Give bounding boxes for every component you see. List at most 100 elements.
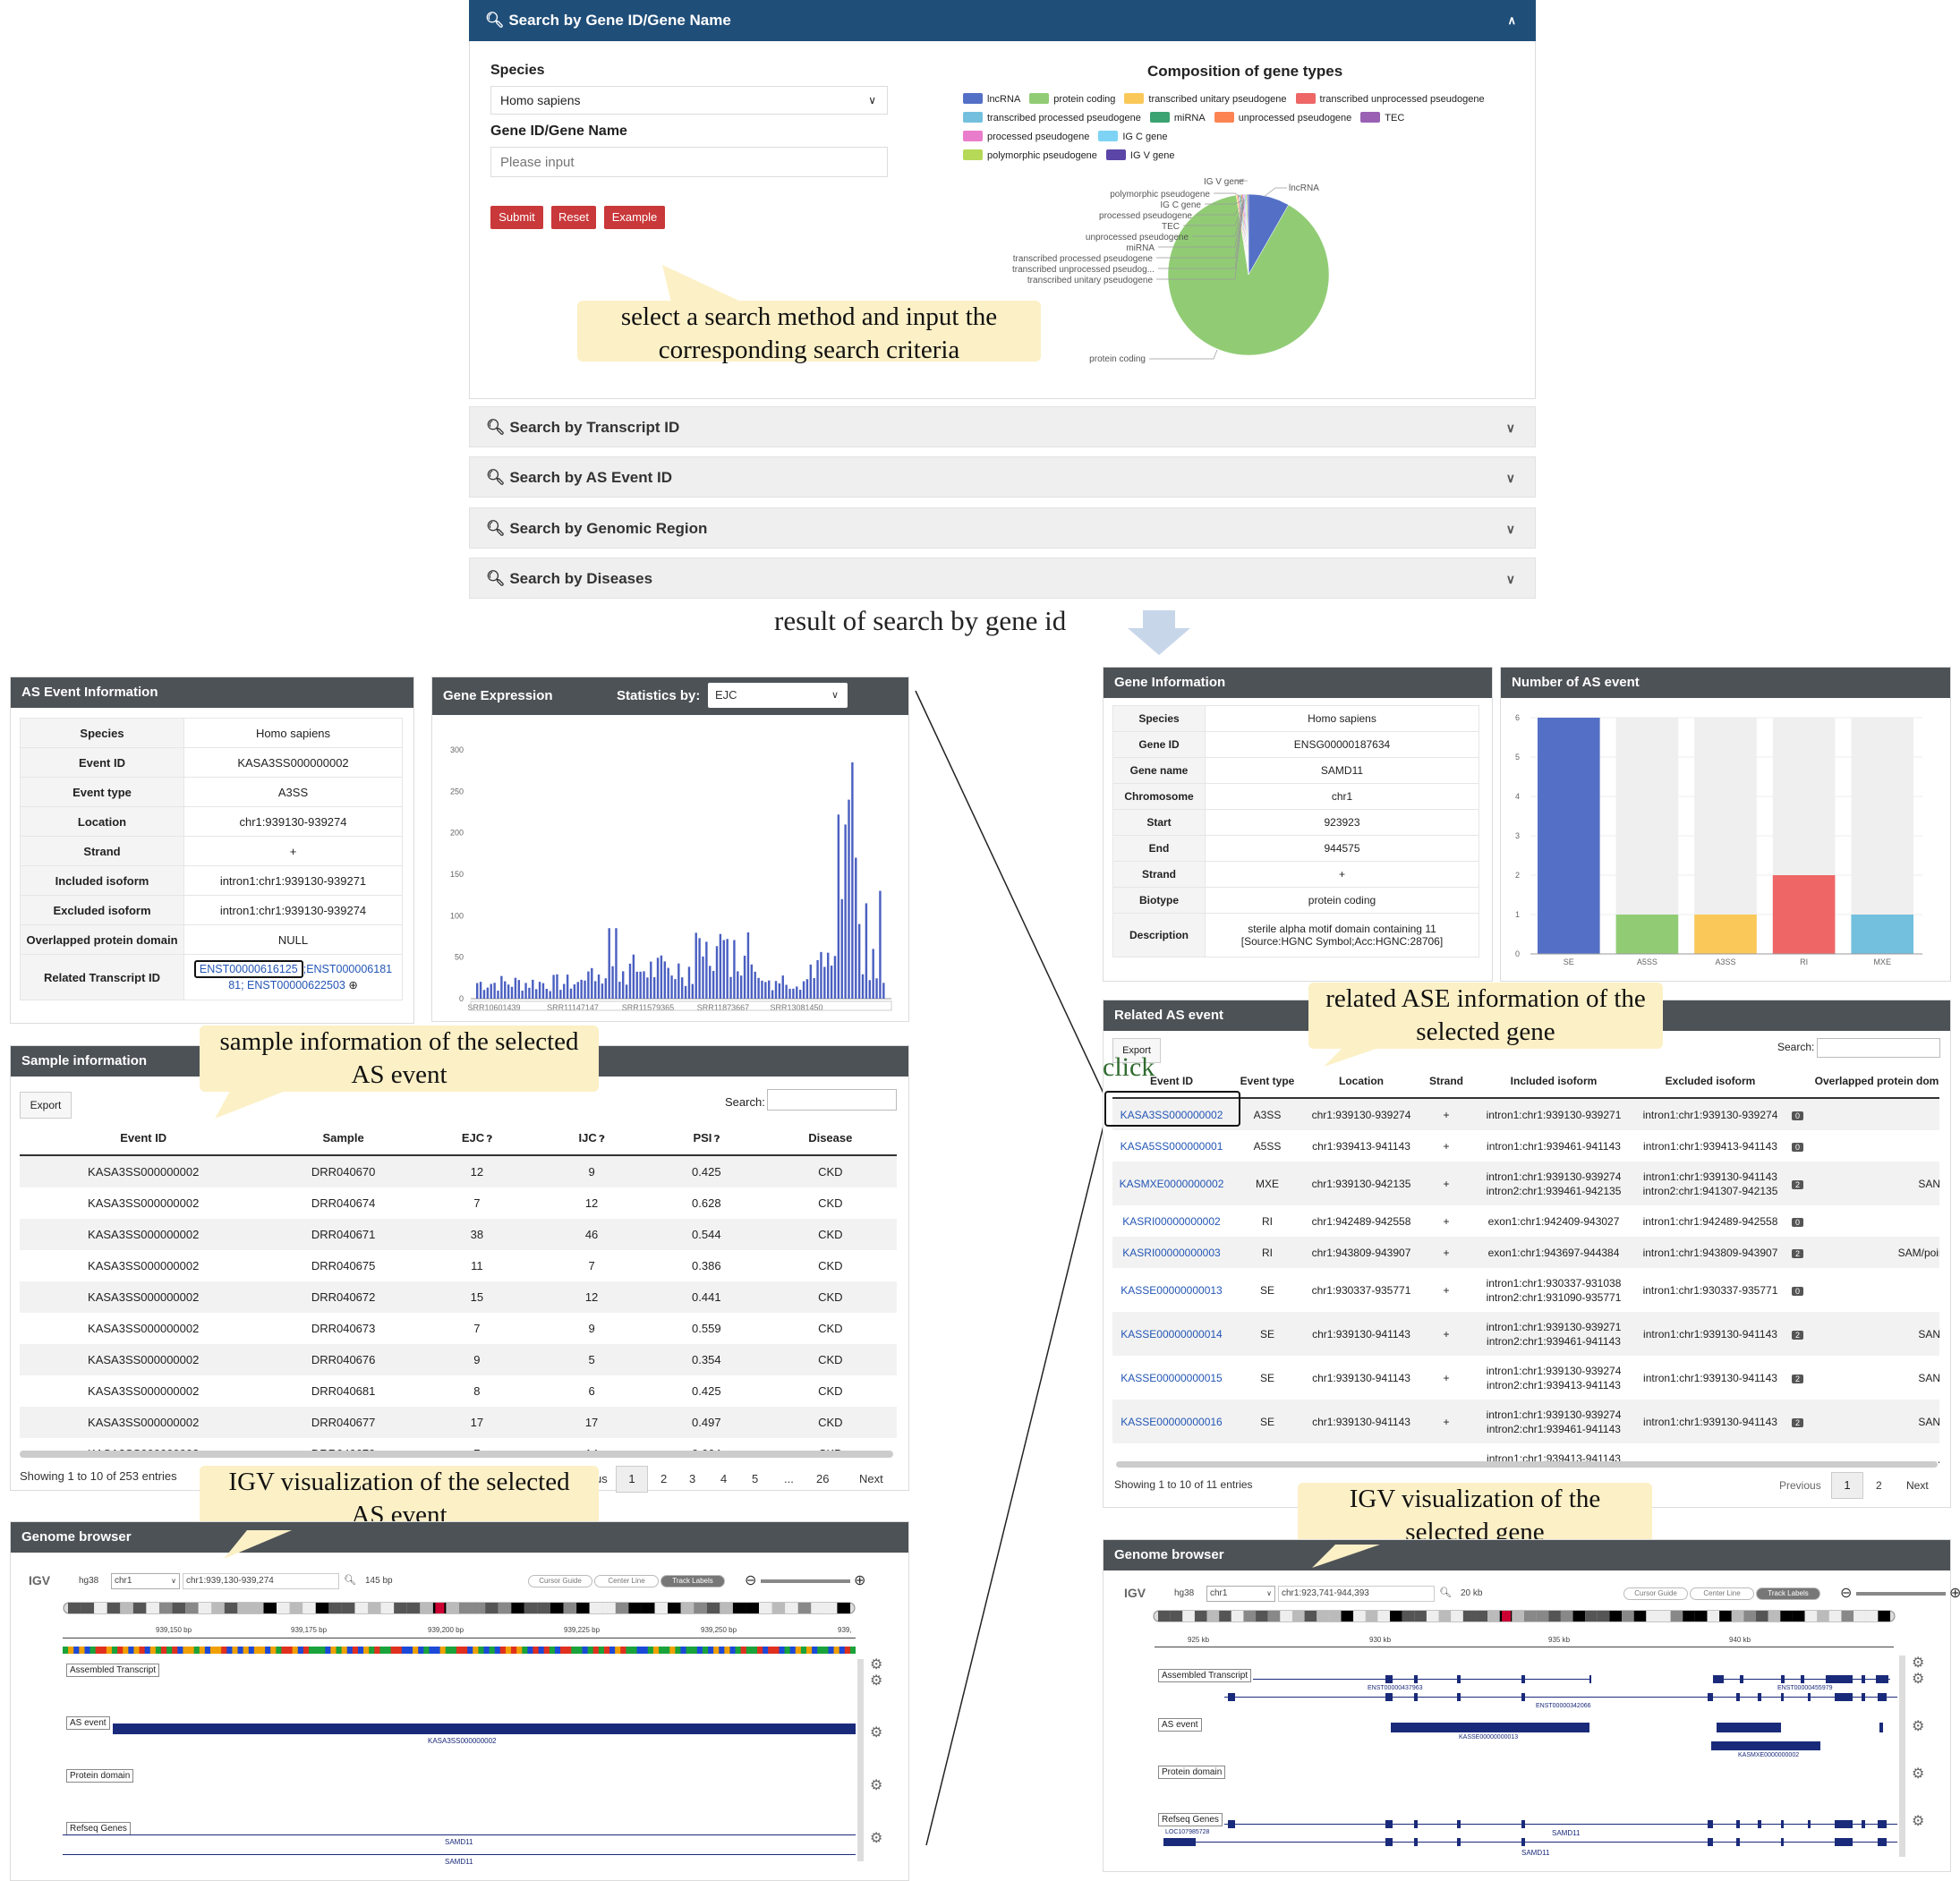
page-button[interactable]: 26 xyxy=(816,1472,830,1485)
domain-count-badge[interactable]: 2 xyxy=(1792,1417,1804,1427)
expression-bar[interactable] xyxy=(768,980,771,999)
bar-se[interactable] xyxy=(1538,718,1600,954)
event-id-link[interactable]: KASSE00000000015 xyxy=(1121,1371,1223,1384)
expression-bar[interactable] xyxy=(628,963,632,999)
expression-bar[interactable] xyxy=(798,990,802,999)
expression-bar[interactable] xyxy=(573,984,576,999)
expression-bar[interactable] xyxy=(563,983,566,999)
expression-bar[interactable] xyxy=(556,974,558,999)
expression-bar[interactable] xyxy=(507,984,510,999)
bar-a3ss[interactable] xyxy=(1694,915,1757,954)
expression-bar[interactable] xyxy=(788,988,791,999)
expression-bar[interactable] xyxy=(569,988,573,999)
expression-bar[interactable] xyxy=(729,976,732,999)
expression-bar[interactable] xyxy=(667,967,669,999)
legend-item[interactable]: TEC xyxy=(1360,112,1404,123)
gear-icon[interactable]: ⚙ xyxy=(1912,1672,1925,1687)
transcript-link[interactable]: ; ENST00000622503 xyxy=(241,979,345,992)
legend-item[interactable]: transcribed unitary pseudogene xyxy=(1124,93,1287,105)
gene-feature[interactable] xyxy=(1163,1842,1897,1843)
expression-bar[interactable] xyxy=(482,990,486,999)
sample-scrollbar[interactable] xyxy=(20,1451,893,1458)
expression-bar[interactable] xyxy=(681,977,684,999)
expression-bar[interactable] xyxy=(872,949,874,999)
column-header[interactable]: Excluded isoform xyxy=(1633,1065,1787,1099)
event-id-link[interactable]: KASSE00000000013 xyxy=(1121,1283,1223,1297)
expression-bar[interactable] xyxy=(702,956,704,999)
ideogram-left[interactable] xyxy=(63,1602,856,1614)
transcript-link[interactable]: ENST00000616125 xyxy=(193,960,303,978)
column-header[interactable]: IJC ❓︎ xyxy=(534,1120,650,1156)
gene-feature[interactable] xyxy=(63,1834,856,1835)
expression-bar[interactable] xyxy=(865,903,868,999)
page-button[interactable]: 4 xyxy=(720,1472,728,1485)
expression-bar[interactable] xyxy=(857,923,861,999)
accordion-diseases[interactable]: 🔍︎ Search by Diseases ∨ xyxy=(469,557,1536,599)
expression-bar[interactable] xyxy=(750,964,754,999)
expression-bar[interactable] xyxy=(552,975,555,999)
domain-count-badge[interactable]: 2 xyxy=(1792,1179,1804,1189)
accordion-transcript-id[interactable]: 🔍︎ Search by Transcript ID ∨ xyxy=(469,406,1536,447)
expression-bar[interactable] xyxy=(809,964,813,999)
expression-bar[interactable] xyxy=(650,961,652,999)
expression-bar[interactable] xyxy=(625,984,628,999)
expression-bar[interactable] xyxy=(695,932,697,999)
expression-bar[interactable] xyxy=(771,990,774,999)
expression-bar[interactable] xyxy=(805,979,809,999)
bar-a5ss[interactable] xyxy=(1615,915,1679,954)
gene-input[interactable] xyxy=(490,147,888,177)
expression-bar[interactable] xyxy=(587,971,590,999)
expression-bar[interactable] xyxy=(719,933,722,999)
event-id-link[interactable]: KASRI00000000002 xyxy=(1122,1214,1221,1228)
legend-item[interactable]: IG V gene xyxy=(1105,149,1174,161)
expression-bar[interactable] xyxy=(584,980,586,999)
event-id-link[interactable]: KASRI00000000003 xyxy=(1112,1237,1231,1268)
expression-bar[interactable] xyxy=(660,955,663,999)
ideogram-right[interactable] xyxy=(1153,1610,1896,1622)
expression-bar[interactable] xyxy=(591,967,593,999)
expression-bar[interactable] xyxy=(833,956,837,999)
column-header[interactable]: Event ID xyxy=(20,1120,268,1156)
bar-ri[interactable] xyxy=(1772,875,1836,954)
export-button[interactable]: Export xyxy=(20,1092,72,1119)
expression-bar[interactable] xyxy=(785,984,788,999)
gear-icon[interactable]: ⚙ xyxy=(1912,1814,1925,1829)
domain-count-badge[interactable]: 0 xyxy=(1792,1142,1804,1152)
domain-count-badge[interactable]: 0 xyxy=(1792,1286,1804,1296)
center-line-button[interactable]: Center Line xyxy=(594,1575,659,1587)
expression-bar[interactable] xyxy=(712,970,715,999)
zoom-in-icon[interactable]: ⊕ xyxy=(854,1573,866,1588)
expression-bar[interactable] xyxy=(618,982,621,999)
cursor-guide-button[interactable]: Cursor Guide xyxy=(528,1575,592,1587)
expression-bar[interactable] xyxy=(524,983,527,999)
zoom-out-icon[interactable]: ⊖ xyxy=(1840,1586,1853,1601)
expression-bar[interactable] xyxy=(663,961,666,999)
expression-bar[interactable] xyxy=(486,987,490,999)
expression-bar[interactable] xyxy=(844,824,847,999)
domain-count-badge[interactable]: 2 xyxy=(1792,1248,1804,1258)
column-header[interactable]: PSI ❓︎ xyxy=(649,1120,764,1156)
legend-item[interactable]: polymorphic pseudogene xyxy=(963,149,1097,161)
column-header[interactable]: Strand xyxy=(1419,1065,1474,1099)
related-export-button[interactable]: Export xyxy=(1112,1038,1161,1063)
igv-chr-select[interactable]: chr1 ∨ xyxy=(1206,1586,1275,1602)
column-header[interactable]: Included isoform xyxy=(1474,1065,1633,1099)
gear-icon[interactable]: ⚙ xyxy=(1912,1655,1925,1671)
center-line-button[interactable]: Center Line xyxy=(1690,1587,1754,1600)
zoom-slider[interactable] xyxy=(761,1579,850,1583)
expression-bar[interactable] xyxy=(632,954,635,999)
pie-slice-protein-coding[interactable] xyxy=(1167,194,1330,356)
expression-bar[interactable] xyxy=(490,983,492,999)
domain-count-badge[interactable]: 2 xyxy=(1792,1374,1804,1383)
expression-bar[interactable] xyxy=(715,946,719,999)
expression-bar[interactable] xyxy=(726,939,729,999)
expression-bar[interactable] xyxy=(684,985,687,999)
event-id-link[interactable]: KASSE00000000017 xyxy=(1112,1443,1231,1464)
expression-bar[interactable] xyxy=(861,974,865,999)
as-event-feature[interactable] xyxy=(1711,1741,1820,1750)
expression-bar[interactable] xyxy=(611,966,614,999)
as-event-feature[interactable] xyxy=(1717,1723,1781,1732)
expression-bar[interactable] xyxy=(615,928,618,999)
transcript-link[interactable]: ENST000006181 xyxy=(306,963,393,975)
event-id-link[interactable]: KASSE00000000014 xyxy=(1112,1312,1231,1356)
